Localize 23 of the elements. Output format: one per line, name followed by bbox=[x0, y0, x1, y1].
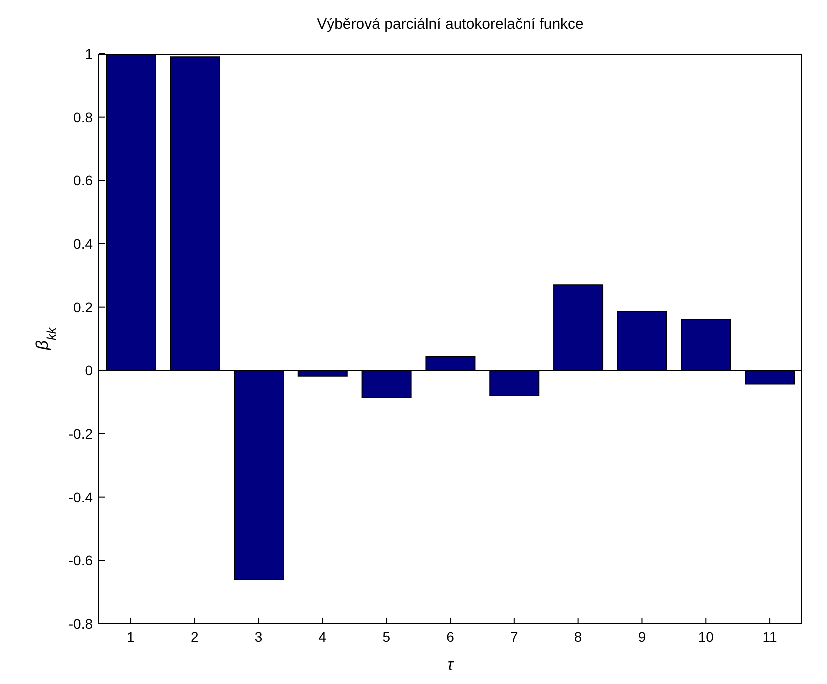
x-tick-label: 2 bbox=[190, 628, 199, 645]
x-tick-label: 7 bbox=[510, 628, 519, 645]
x-tick-label: 5 bbox=[382, 628, 391, 645]
x-tick-label: 1 bbox=[127, 628, 136, 645]
y-tick-label: 1 bbox=[85, 46, 94, 62]
x-tick-label: 10 bbox=[698, 628, 714, 645]
y-tick-label: -0.6 bbox=[68, 552, 94, 569]
x-axis-title: τ bbox=[448, 657, 455, 674]
x-tick-label: 11 bbox=[762, 628, 778, 645]
x-tick-label: 3 bbox=[254, 628, 263, 645]
y-tick-label: -0.4 bbox=[68, 489, 94, 506]
x-tick-label: 4 bbox=[318, 628, 327, 645]
y-tick-label: -0.8 bbox=[68, 616, 94, 632]
y-tick-label: 0.6 bbox=[74, 172, 94, 189]
y-tick-label: 0.2 bbox=[74, 299, 94, 316]
y-tick-label: 0 bbox=[85, 362, 94, 379]
chart-title: Výběrová parciální autokorelační funkce bbox=[316, 16, 585, 33]
y-tick-label: -0.2 bbox=[68, 426, 94, 442]
y-tick-label: 0.4 bbox=[74, 236, 94, 252]
x-tick-label: 8 bbox=[574, 628, 582, 645]
y-tick-label: 0.8 bbox=[74, 109, 94, 126]
x-tick-label: 6 bbox=[446, 628, 455, 645]
x-tick-label: 9 bbox=[638, 628, 646, 645]
